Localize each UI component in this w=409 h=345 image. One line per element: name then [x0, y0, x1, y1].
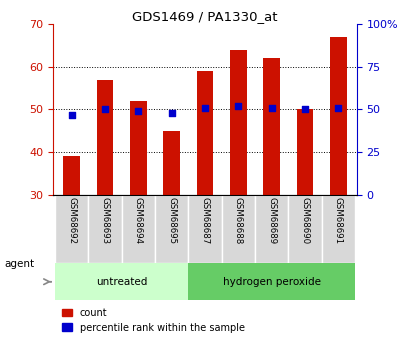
Text: hydrogen peroxide: hydrogen peroxide	[222, 277, 320, 287]
Text: GSM68688: GSM68688	[233, 197, 242, 245]
Bar	[188, 195, 221, 263]
Bar	[229, 50, 246, 195]
Bar	[329, 37, 346, 195]
Bar	[296, 109, 312, 195]
Point	[301, 107, 308, 112]
Point	[201, 105, 208, 110]
Bar	[196, 71, 213, 195]
Title: GDS1469 / PA1330_at: GDS1469 / PA1330_at	[132, 10, 277, 23]
Text: GSM68690: GSM68690	[300, 197, 309, 245]
Text: GSM68689: GSM68689	[267, 197, 276, 245]
Point	[68, 112, 75, 117]
Point	[234, 103, 241, 109]
Bar	[254, 195, 288, 263]
Text: GSM68695: GSM68695	[167, 197, 176, 245]
Bar	[163, 131, 180, 195]
Bar	[188, 263, 354, 300]
Bar	[88, 195, 121, 263]
Bar	[155, 195, 188, 263]
Point	[268, 105, 274, 110]
Bar	[263, 58, 279, 195]
Text: GSM68694: GSM68694	[133, 197, 142, 245]
Bar	[63, 156, 80, 195]
Text: GSM68693: GSM68693	[100, 197, 109, 245]
Bar	[130, 101, 146, 195]
Legend: count, percentile rank within the sample: count, percentile rank within the sample	[58, 304, 248, 336]
Bar	[97, 80, 113, 195]
Text: agent: agent	[4, 259, 34, 269]
Bar	[55, 195, 88, 263]
Text: GSM68692: GSM68692	[67, 197, 76, 245]
Bar	[321, 195, 354, 263]
Point	[168, 110, 175, 116]
Bar	[55, 263, 188, 300]
Point	[135, 108, 141, 114]
Point	[334, 105, 341, 110]
Point	[101, 107, 108, 112]
Text: untreated: untreated	[96, 277, 147, 287]
Text: GSM68687: GSM68687	[200, 197, 209, 245]
Text: GSM68691: GSM68691	[333, 197, 342, 245]
Bar	[221, 195, 254, 263]
Bar	[288, 195, 321, 263]
Bar	[121, 195, 155, 263]
